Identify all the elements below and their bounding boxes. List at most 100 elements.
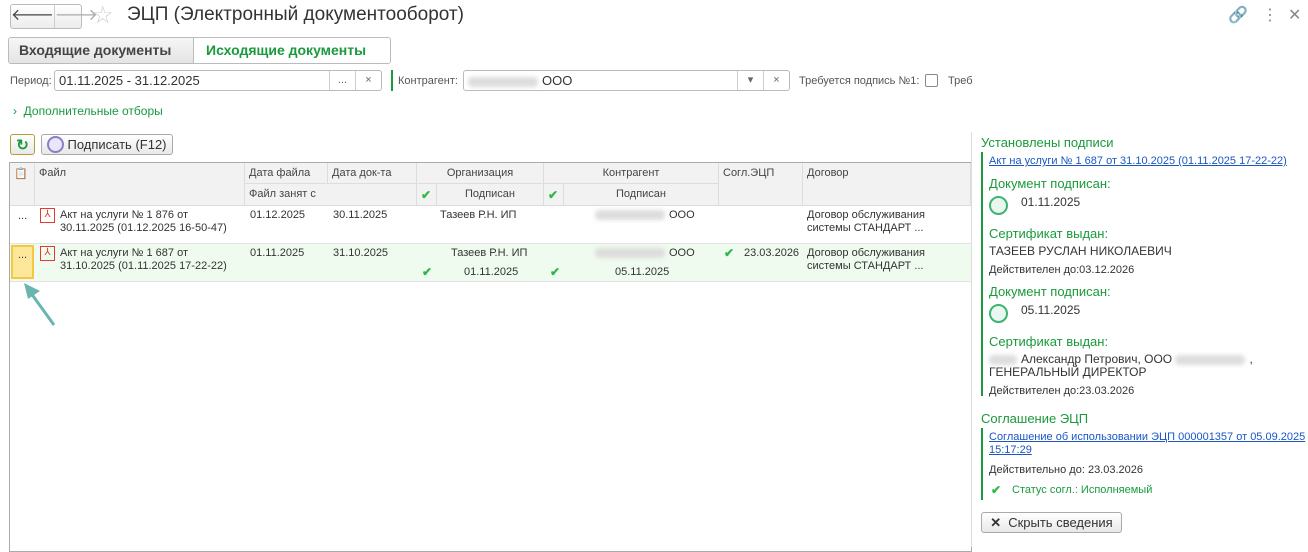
cert-label: Сертификат выдан: bbox=[989, 334, 1109, 349]
contractor-dropdown-button[interactable]: ▾ bbox=[737, 71, 763, 90]
header-doc-date[interactable]: Дата док-та bbox=[328, 163, 417, 184]
doc-date: 31.10.2025 bbox=[333, 247, 389, 259]
contractor-label: Контрагент: bbox=[398, 75, 458, 87]
row-menu[interactable]: ... bbox=[18, 210, 28, 222]
forward-button[interactable]: 🡒 bbox=[53, 5, 98, 28]
header-org-signed[interactable]: Подписан bbox=[437, 184, 544, 206]
tab-outgoing[interactable]: Исходящие документы bbox=[194, 38, 390, 63]
period-field[interactable]: 01.11.2025 - 31.12.2025 ... × bbox=[54, 70, 382, 91]
sign-button-label: Подписать (F12) bbox=[67, 137, 167, 152]
period-clear-button[interactable]: × bbox=[355, 71, 381, 90]
sign1-label: Требуется подпись №1: bbox=[799, 75, 920, 87]
org-signed-date: 01.11.2025 bbox=[464, 266, 519, 278]
contractor: ООО bbox=[669, 209, 695, 221]
check-icon: ✔ bbox=[417, 184, 437, 206]
signatures-title: Установлены подписи bbox=[981, 135, 1114, 150]
contractor: ООО bbox=[669, 247, 695, 259]
contractor-clear-button[interactable]: × bbox=[763, 71, 789, 90]
link-icon[interactable]: 🔗 bbox=[1228, 7, 1248, 24]
contract: Договор обслуживания системы СТАНДАРТ ..… bbox=[807, 247, 925, 272]
agreement-valid: Действительно до: 23.03.2026 bbox=[989, 464, 1144, 476]
check-icon: ✔ bbox=[422, 265, 433, 279]
doc-date: 30.11.2025 bbox=[333, 209, 388, 221]
more-icon[interactable]: ⋮ bbox=[1262, 7, 1278, 24]
section-bar bbox=[981, 152, 983, 396]
sign2-label: Треб bbox=[948, 75, 973, 87]
header-contract[interactable]: Договор bbox=[803, 163, 971, 206]
contractor-value[interactable]: ООО bbox=[542, 73, 573, 88]
org: Тазеев Р.Н. ИП bbox=[451, 247, 528, 259]
pdf-icon: ⅄ bbox=[40, 208, 55, 223]
contract: Договор обслуживания системы СТАНДАРТ ..… bbox=[807, 209, 925, 234]
tab-incoming[interactable]: Входящие документы bbox=[9, 38, 194, 63]
signed-label: Документ подписан: bbox=[989, 176, 1111, 191]
agreement-status: Статус согл.: Исполняемый bbox=[1012, 484, 1153, 496]
sig2-date: 05.11.2025 bbox=[1021, 303, 1081, 317]
blurred-name bbox=[468, 76, 538, 87]
check-icon: ✔ bbox=[724, 246, 735, 260]
period-choose-button[interactable]: ... bbox=[329, 71, 355, 90]
blurred-name bbox=[595, 210, 665, 221]
extra-filters-label: Дополнительные отборы bbox=[23, 104, 163, 118]
tabs: Входящие документы Исходящие документы bbox=[8, 37, 391, 64]
blurred-name bbox=[595, 248, 665, 259]
table-row[interactable]: ... ⅄ Акт на услуги № 1 876 от 30.11.202… bbox=[10, 206, 971, 244]
arrow-annotation-icon bbox=[24, 283, 56, 326]
file-date: 01.11.2025 bbox=[250, 247, 305, 259]
sign1-checkbox[interactable] bbox=[925, 74, 938, 87]
column-settings-icon[interactable]: 📋 bbox=[10, 163, 35, 206]
close-icon: ✕ bbox=[990, 514, 1002, 530]
header-contractor-signed[interactable]: Подписан bbox=[564, 184, 719, 206]
back-button[interactable]: 🡐 bbox=[11, 7, 54, 24]
section-bar bbox=[981, 428, 983, 500]
refresh-button[interactable]: ↻ bbox=[10, 134, 35, 155]
check-icon: ✔ bbox=[991, 483, 1002, 497]
period-value[interactable]: 01.11.2025 - 31.12.2025 bbox=[59, 73, 200, 88]
close-icon[interactable]: ✕ bbox=[1288, 7, 1302, 24]
header-file[interactable]: Файл bbox=[35, 163, 245, 206]
sig1-cert: ТАЗЕЕВ РУСЛАН НИКОЛАЕВИЧ bbox=[989, 244, 1172, 258]
page-title: ЭЦП (Электронный документооборот) bbox=[127, 4, 464, 25]
sig2-cert-position: ГЕНЕРАЛЬНЫЙ ДИРЕКТОР bbox=[989, 365, 1147, 379]
signed-label: Документ подписан: bbox=[989, 284, 1111, 299]
contractor-field[interactable]: ООО ▾ × bbox=[463, 70, 790, 91]
file-name: Акт на услуги № 1 687 от 31.10.2025 (01.… bbox=[60, 247, 227, 272]
check-icon: ✔ bbox=[544, 184, 564, 206]
chevron-right-icon: › bbox=[13, 104, 17, 118]
documents-table: 📋 Файл Дата файла Дата док-та Файл занят… bbox=[9, 162, 972, 552]
blurred-name bbox=[1175, 354, 1246, 365]
header-contractor[interactable]: Контрагент bbox=[544, 163, 719, 184]
document-link[interactable]: Акт на услуги № 1 687 от 31.10.2025 (01.… bbox=[989, 155, 1287, 167]
agreement-link[interactable]: Соглашение об использовании ЭЦП 00000135… bbox=[989, 431, 1306, 443]
row-menu[interactable]: ... bbox=[11, 245, 34, 279]
signature-seal-icon bbox=[989, 304, 1008, 323]
favorite-star-icon[interactable]: ☆ bbox=[92, 2, 114, 29]
sig1-valid: Действителен до:03.12.2026 bbox=[989, 264, 1135, 276]
table-row-selected[interactable]: ... ⅄ Акт на услуги № 1 687 от 31.10.202… bbox=[10, 244, 971, 282]
header-file-date[interactable]: Дата файла bbox=[245, 163, 328, 184]
check-icon: ✔ bbox=[550, 265, 561, 279]
sign-button[interactable]: Подписать (F12) bbox=[41, 134, 173, 155]
header-agreement[interactable]: Согл.ЭЦП bbox=[719, 163, 803, 206]
divider bbox=[391, 70, 393, 91]
hide-details-label: Скрыть сведения bbox=[1008, 515, 1113, 530]
header-file-busy[interactable]: Файл занят с bbox=[245, 184, 417, 206]
sig2-cert: Александр Петрович, ООО bbox=[1021, 352, 1173, 366]
file-date: 01.12.2025 bbox=[250, 209, 306, 221]
blurred-name bbox=[989, 354, 1017, 365]
agreement-link-time[interactable]: 15:17:29 bbox=[989, 444, 1032, 456]
contractor-signed-date: 05.11.2025 bbox=[615, 266, 670, 278]
header-org[interactable]: Организация bbox=[417, 163, 544, 184]
nav-buttons: 🡐 🡒 bbox=[10, 4, 98, 29]
sig2-valid: Действителен до:23.03.2026 bbox=[989, 385, 1135, 397]
cert-label: Сертификат выдан: bbox=[989, 226, 1109, 241]
org: Тазеев Р.Н. ИП bbox=[440, 209, 517, 221]
file-name: Акт на услуги № 1 876 от 30.11.2025 (01.… bbox=[60, 209, 227, 234]
extra-filters-toggle[interactable]: › Дополнительные отборы bbox=[13, 104, 163, 118]
agreement-title: Соглашение ЭЦП bbox=[981, 411, 1089, 426]
agreement-date: 23.03.2026 bbox=[744, 247, 800, 259]
sign-icon bbox=[47, 136, 65, 153]
hide-details-button[interactable]: ✕ Скрыть сведения bbox=[981, 512, 1122, 533]
signature-seal-icon bbox=[989, 196, 1008, 215]
sig1-date: 01.11.2025 bbox=[1021, 195, 1081, 209]
